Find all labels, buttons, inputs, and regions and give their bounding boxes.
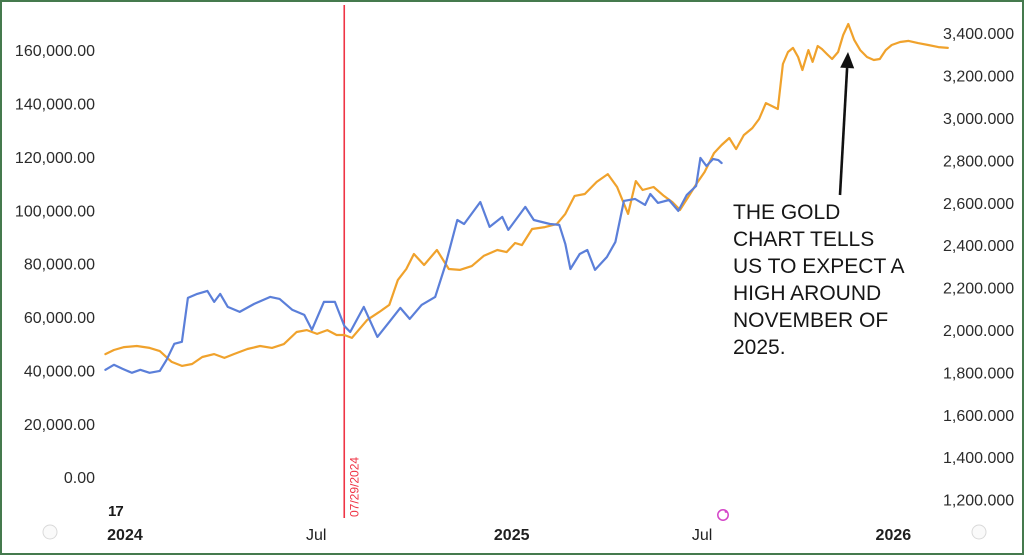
corner-badge-right[interactable] [971,524,987,540]
left-axis-label: 80,000.00 [24,257,95,274]
right-axis-label: 1,200.000 [943,493,1014,510]
right-axis-label: 1,800.000 [943,365,1014,382]
right-axis-label: 2,800.000 [943,153,1014,170]
right-axis-label: 1,400.000 [943,450,1014,467]
right-axis-label: 3,400.000 [943,26,1014,43]
clock-icon[interactable] [717,509,729,521]
annotation-text[interactable]: THE GOLD CHART TELLS US TO EXPECT A HIGH… [733,201,905,359]
x-axis-label-jul: Jul [306,527,326,544]
x-axis-label-2025: 2025 [494,527,530,544]
clock-icon-dot [724,510,728,513]
blue-line[interactable] [104,156,723,374]
left-axis-label: 120,000.00 [15,150,95,167]
left-axis-label: 60,000.00 [24,310,95,327]
event-vline-date-label: 07/29/2024 [347,457,361,517]
right-axis-label: 2,400.000 [943,238,1014,255]
left-axis-label: 140,000.00 [15,97,95,114]
right-axis-label: 2,200.000 [943,281,1014,298]
corner-badge-left[interactable] [42,524,58,540]
orange-line-gold[interactable] [104,22,949,367]
left-axis-label: 160,000.00 [15,43,95,60]
left-axis-label: 100,000.00 [15,203,95,220]
right-axis-label: 3,200.000 [943,69,1014,86]
right-axis-label: 3,000.000 [943,111,1014,128]
left-axis-label: 40,000.00 [24,363,95,380]
tradingview-logo-icon: 17 [108,503,123,520]
annotation-arrow-head[interactable] [840,52,855,69]
right-axis-label: 2,000.000 [943,323,1014,340]
left-axis-label: 20,000.00 [24,417,95,434]
x-axis-label-2024: 2024 [107,527,143,544]
annotation-arrow-shaft[interactable] [838,67,849,196]
right-axis-label: 1,600.000 [943,408,1014,425]
right-axis-label: 2,600.000 [943,196,1014,213]
left-axis-label: 0.00 [64,470,95,487]
x-axis-label-2026: 2026 [876,527,912,544]
x-axis-label-jul: Jul [692,527,712,544]
